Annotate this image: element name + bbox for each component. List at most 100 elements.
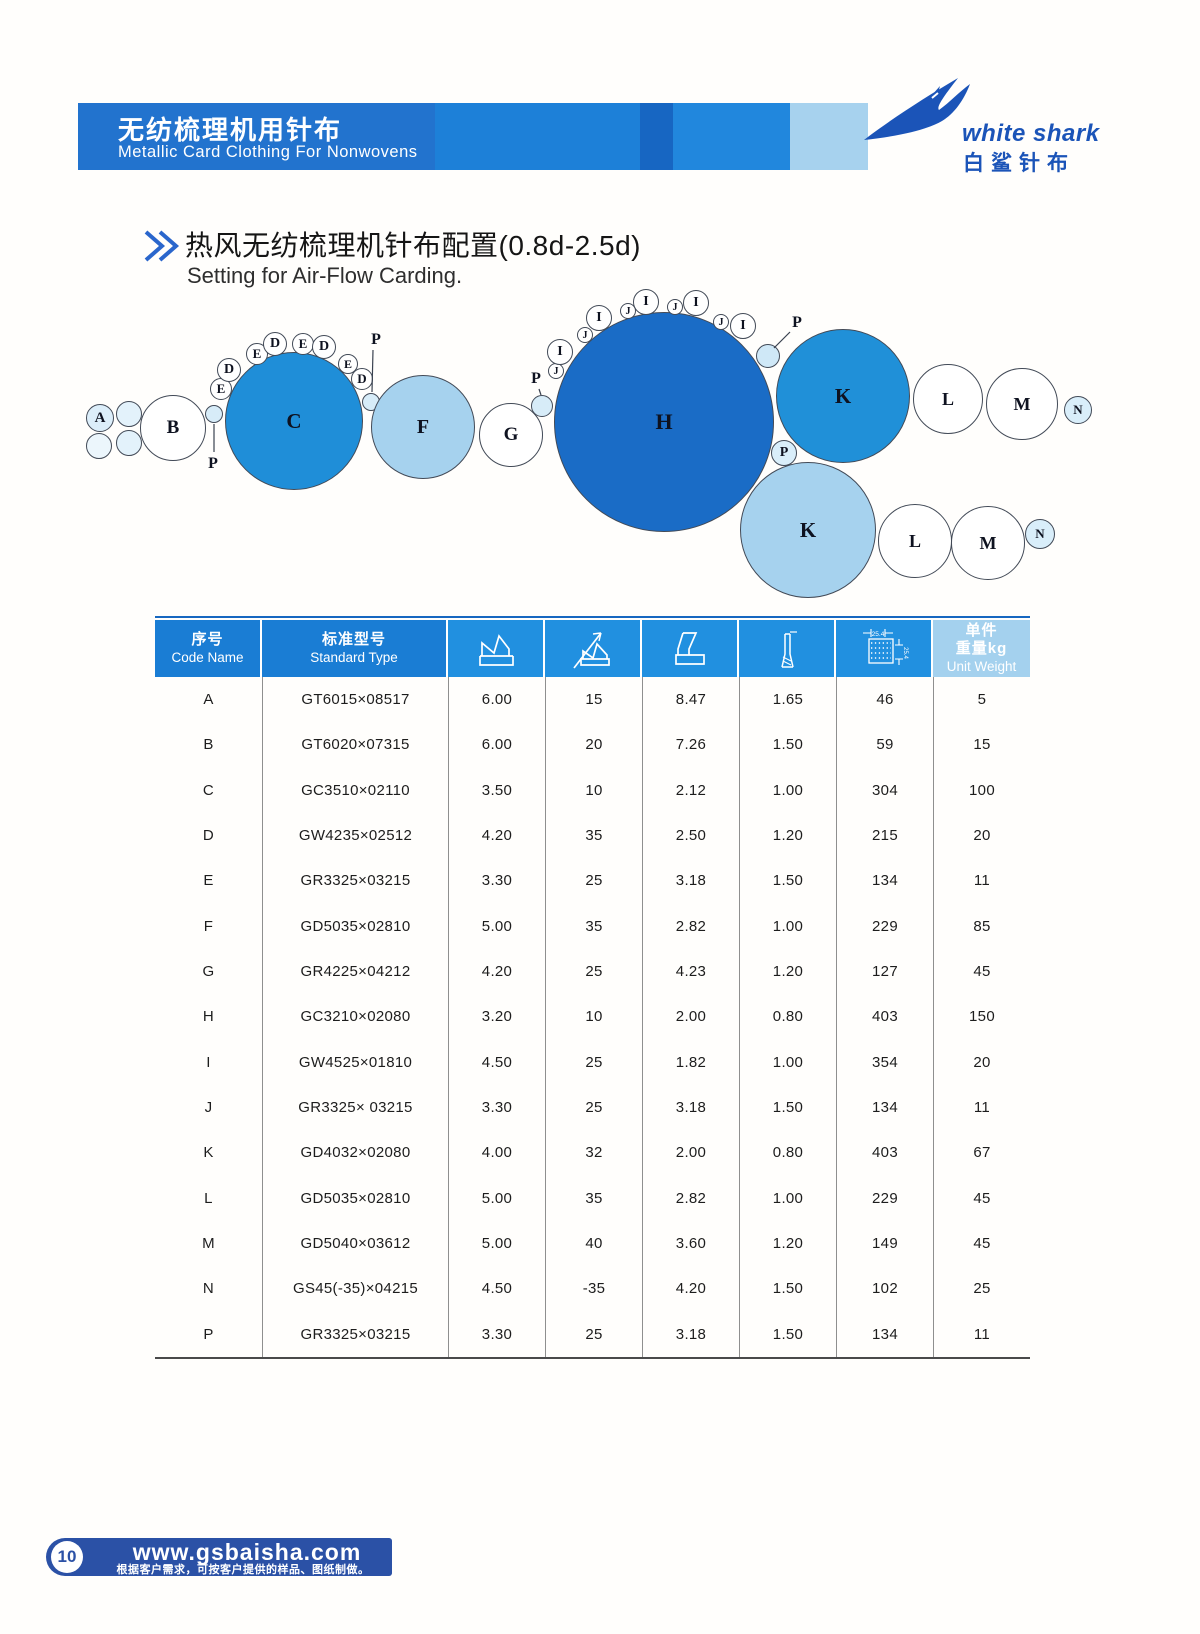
pointer-label-P: P <box>371 331 381 348</box>
cell-v1: 4.20 <box>448 812 545 859</box>
cell-v6: 11 <box>933 1084 1030 1131</box>
roller-J: J <box>667 299 683 315</box>
cell-code: E <box>203 872 214 890</box>
roller-E: E <box>292 333 314 355</box>
col-header-unit-weight: 单件 重量kg Unit Weight <box>933 620 1030 677</box>
spec-table: 序号 Code Name 标准型号 Standard Type <box>155 620 1030 1359</box>
cell-v2: 25 <box>545 1039 642 1085</box>
roller-I: I <box>547 339 573 365</box>
cell-v3: 8.47 <box>642 677 739 723</box>
cell-v6: 20 <box>933 1039 1030 1085</box>
cell-v3: 7.26 <box>642 722 739 768</box>
roller <box>116 430 142 456</box>
cell-v3: 4.23 <box>642 948 739 995</box>
cell-v6: 150 <box>933 994 1030 1040</box>
cell-v1: 3.30 <box>448 858 545 904</box>
logo-text-zh: 白鲨针布 <box>963 152 1075 175</box>
cell-v6: 45 <box>933 948 1030 995</box>
cell-v3: 2.12 <box>642 767 739 813</box>
roller-I: I <box>586 305 612 331</box>
cell-v1: 5.00 <box>448 1175 545 1221</box>
table-row-G: G GR4225×04212 4.20 25 4.23 1.20 127 45 <box>155 948 1030 995</box>
cell-v4: 1.65 <box>739 677 836 723</box>
cell-v1: 3.20 <box>448 994 545 1040</box>
footer-bar <box>46 1538 392 1576</box>
cell-v3: 2.00 <box>642 994 739 1040</box>
cell-v4: 1.50 <box>739 1311 836 1357</box>
cell-code: B <box>203 736 214 754</box>
cell-v1: 4.20 <box>448 948 545 995</box>
roller-D: D <box>312 335 336 359</box>
cell-type: GR3325× 03215 <box>262 1084 448 1131</box>
cell-v5: 134 <box>836 858 933 904</box>
roller-I: I <box>730 313 756 339</box>
cell-v3: 2.82 <box>642 903 739 949</box>
cell-v5: 46 <box>836 677 933 723</box>
cell-type: GT6020×07315 <box>262 722 448 768</box>
table-header-row: 序号 Code Name 标准型号 Standard Type <box>155 620 1030 677</box>
cell-code: G <box>202 963 215 981</box>
table-row-J: J GR3325× 03215 3.30 25 3.18 1.50 134 11 <box>155 1084 1030 1131</box>
cell-v4: 1.50 <box>739 1084 836 1131</box>
svg-text:25.4: 25.4 <box>871 631 884 638</box>
cell-v2: 25 <box>545 1311 642 1357</box>
cell-v1: 4.00 <box>448 1130 545 1176</box>
roller-N: N <box>1025 519 1055 549</box>
cell-v5: 229 <box>836 903 933 949</box>
cell-v4: 1.00 <box>739 1039 836 1085</box>
table-row-N: N GS45(-35)×04215 4.50 -35 4.20 1.50 102 25 <box>155 1266 1030 1312</box>
roller-J: J <box>713 314 729 330</box>
cell-type: GD4032×02080 <box>262 1130 448 1176</box>
cell-v5: 149 <box>836 1220 933 1267</box>
cell-v2: 35 <box>545 903 642 949</box>
cell-code: L <box>204 1189 213 1207</box>
cell-type: GR4225×04212 <box>262 948 448 995</box>
cell-v1: 4.50 <box>448 1266 545 1312</box>
roller-I: I <box>683 290 709 316</box>
roller <box>116 401 142 427</box>
roller-D: D <box>217 358 241 382</box>
cell-v5: 229 <box>836 1175 933 1221</box>
header-bar-segment <box>435 103 640 170</box>
cell-v5: 102 <box>836 1266 933 1312</box>
cell-v6: 85 <box>933 903 1030 949</box>
cell-v5: 354 <box>836 1039 933 1085</box>
table-row-D: D GW4235×02512 4.20 35 2.50 1.20 215 20 <box>155 812 1030 859</box>
cell-v2: 40 <box>545 1220 642 1267</box>
cell-v6: 11 <box>933 1311 1030 1357</box>
cell-v2: 25 <box>545 948 642 995</box>
table-row-M: M GD5040×03612 5.00 40 3.60 1.20 149 45 <box>155 1220 1030 1267</box>
cell-v4: 1.50 <box>739 858 836 904</box>
cell-v3: 3.18 <box>642 1311 739 1357</box>
cell-v5: 215 <box>836 812 933 859</box>
roller-B: B <box>140 395 206 461</box>
cell-v6: 100 <box>933 767 1030 813</box>
table-top-rule <box>155 616 1030 618</box>
table-row-L: L GD5035×02810 5.00 35 2.82 1.00 229 45 <box>155 1175 1030 1221</box>
cell-v4: 1.50 <box>739 1266 836 1312</box>
table-row-P: P GR3325×03215 3.30 25 3.18 1.50 134 11 <box>155 1311 1030 1357</box>
svg-text:25.4: 25.4 <box>902 647 908 659</box>
roller-G: G <box>479 403 543 467</box>
cell-v5: 127 <box>836 948 933 995</box>
roller-F: F <box>371 375 475 479</box>
cell-v6: 45 <box>933 1220 1030 1267</box>
cell-type: GC3510×02110 <box>262 767 448 813</box>
roller-E: E <box>338 354 358 374</box>
cell-v1: 6.00 <box>448 722 545 768</box>
cell-v2: 32 <box>545 1130 642 1176</box>
cell-v3: 3.18 <box>642 1084 739 1131</box>
cell-v6: 25 <box>933 1266 1030 1312</box>
cell-v5: 59 <box>836 722 933 768</box>
roller-M: M <box>951 506 1025 580</box>
roller-D: D <box>351 368 373 390</box>
col-header-type: 标准型号 Standard Type <box>262 620 448 677</box>
logo-text-en: white shark <box>962 120 1100 147</box>
table-row-K: K GD4032×02080 4.00 32 2.00 0.80 403 67 <box>155 1130 1030 1176</box>
table-row-A: A GT6015×08517 6.00 15 8.47 1.65 46 5 <box>155 677 1030 723</box>
roller-J: J <box>548 363 564 379</box>
page-title-zh: 无纺梳理机用针布 <box>118 115 343 145</box>
website-text: www.gsbaisha.com <box>132 1539 362 1565</box>
header-bar-segment <box>790 103 868 170</box>
cell-type: GR3325×03215 <box>262 1311 448 1357</box>
